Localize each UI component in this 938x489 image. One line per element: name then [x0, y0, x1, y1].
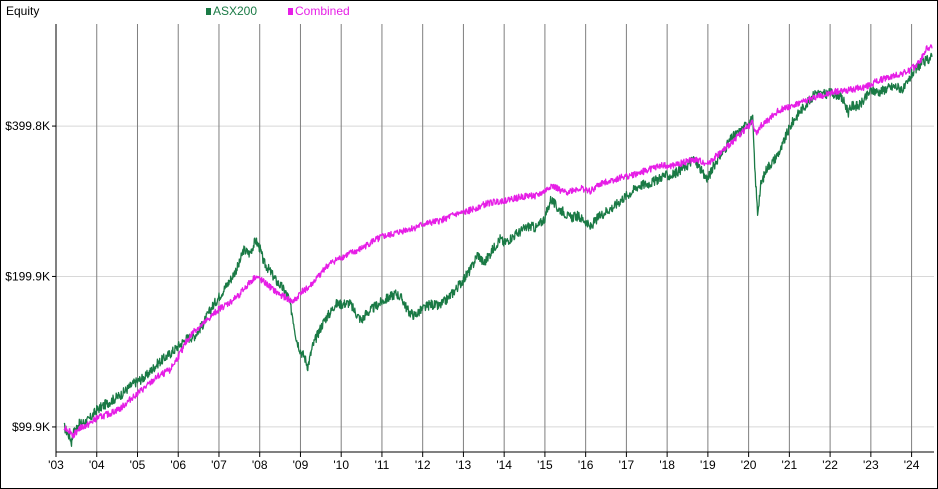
legend-swatch-asx200: [206, 7, 211, 15]
y-tick-label: $99.9K: [12, 420, 50, 434]
x-tick-label: '13: [456, 458, 472, 472]
series-line-combined: [63, 44, 933, 439]
legend-item-asx200: ASX200: [206, 4, 257, 18]
y-tick-label: $199.9K: [5, 269, 50, 283]
y-tick-label: $399.8K: [5, 119, 50, 133]
x-tick-label: '10: [333, 458, 349, 472]
x-tick-label: '24: [904, 458, 920, 472]
x-tick-label: '19: [700, 458, 716, 472]
x-tick-label: '22: [822, 458, 838, 472]
x-tick-label: '06: [170, 458, 186, 472]
legend-label-asx200: ASX200: [213, 4, 258, 18]
x-tick-label: '14: [496, 458, 512, 472]
x-tick-label: '03: [48, 458, 64, 472]
x-tick-label: '12: [415, 458, 431, 472]
x-tick-label: '16: [578, 458, 594, 472]
x-tick-label: '23: [863, 458, 879, 472]
x-tick-label: '18: [659, 458, 675, 472]
x-tick-label: '15: [537, 458, 553, 472]
x-tick-label: '08: [252, 458, 268, 472]
chart-title: Equity: [6, 4, 40, 18]
x-tick-label: '11: [375, 458, 390, 472]
legend-label-combined: Combined: [295, 4, 350, 18]
x-tick-label: '04: [89, 458, 105, 472]
legend-item-combined: Combined: [288, 4, 350, 18]
x-tick-label: '21: [782, 458, 798, 472]
x-tick-label: '17: [619, 458, 635, 472]
x-tick-label: '09: [293, 458, 309, 472]
series-line-asx200: [63, 52, 933, 447]
legend-swatch-combined: [288, 7, 293, 15]
x-tick-label: '07: [211, 458, 227, 472]
x-tick-label: '05: [130, 458, 146, 472]
x-tick-label: '20: [741, 458, 757, 472]
